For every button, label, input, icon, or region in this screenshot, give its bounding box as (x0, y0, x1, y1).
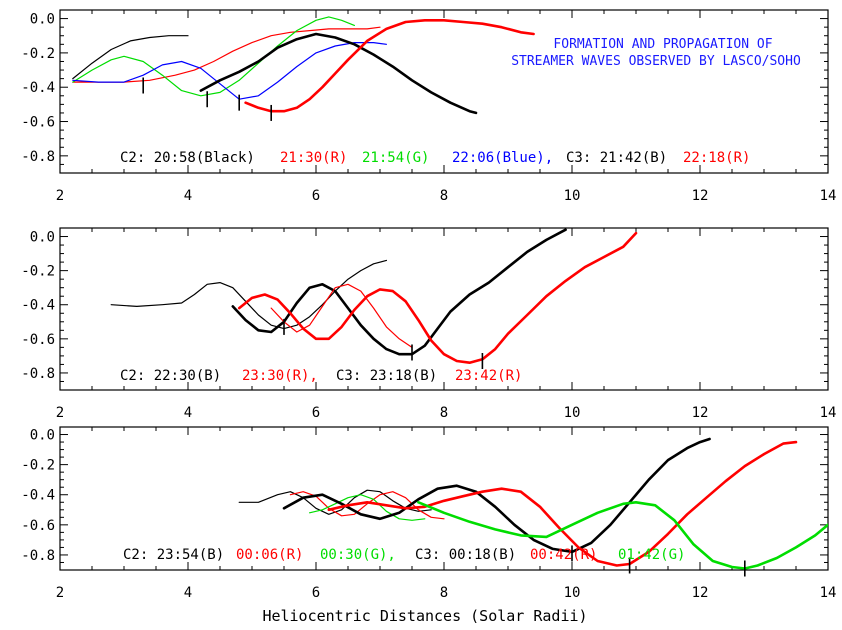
x-tick-label: 8 (440, 188, 448, 204)
x-tick-label: 4 (184, 188, 192, 204)
x-tick-label: 14 (820, 188, 837, 204)
legend-entry: 00:06(R) (236, 547, 303, 563)
x-tick-label: 6 (312, 405, 320, 421)
plot-frame (59, 227, 829, 391)
plot-frame (59, 9, 829, 174)
y-tick-label: -0.6 (21, 518, 55, 534)
legend-entry: C3: 00:18(B) (415, 547, 516, 563)
x-tick-label: 8 (440, 585, 448, 601)
legend-entry: C3: 21:42(B) (566, 150, 667, 166)
legend-entry: C3: 23:18(B) (336, 368, 437, 384)
x-tick-label: 4 (184, 405, 192, 421)
series-line (417, 500, 828, 570)
panel-top: 2 4 6 8 10 12 14 0.0 -0.2 -0.4 -0.6 -0.8 C2: 20:58(B… (21, 9, 837, 204)
y-tick-label: 0.0 (30, 12, 55, 28)
y-tick-label: -0.2 (21, 264, 55, 280)
legend-entry: 22:06(Blue), (452, 150, 553, 166)
x-tick-label: 2 (56, 188, 64, 204)
x-tick-label: 14 (820, 405, 837, 421)
x-tick-label: 12 (692, 585, 709, 601)
y-tick-label: -0.4 (21, 488, 55, 504)
series-line (282, 437, 711, 554)
series-line (309, 494, 426, 521)
legend-entry: C2: 22:30(B) (120, 368, 221, 384)
legend-entry: 00:42(R) (530, 547, 597, 563)
series-line (327, 440, 798, 567)
x-tick-label: 6 (312, 585, 320, 601)
legend-entry: 23:30(R), (242, 368, 318, 384)
x-tick-label: 10 (564, 188, 581, 204)
x-tick-label: 8 (440, 405, 448, 421)
legend-entry: 21:54(G) (362, 150, 429, 166)
y-tick-label: -0.8 (21, 366, 55, 382)
y-tick-label: -0.4 (21, 298, 55, 314)
y-tick-label: -0.2 (21, 46, 55, 62)
legend-entry: 23:42(R) (455, 368, 522, 384)
figure-title-line-1: FORMATION AND PROPAGATION OF (553, 37, 772, 52)
series-line (270, 283, 413, 348)
series-line (199, 32, 478, 115)
x-tick-label: 2 (56, 585, 64, 601)
legend-entry: 01:42(G) (618, 547, 685, 563)
y-tick-label: -0.8 (21, 548, 55, 564)
series-line (72, 35, 189, 80)
legend-entry: 21:30(R) (280, 150, 347, 166)
x-tick-label: 10 (564, 585, 581, 601)
series-line (244, 18, 535, 113)
y-tick-label: -0.6 (21, 332, 55, 348)
series-line (72, 26, 381, 83)
x-tick-label: 12 (692, 188, 709, 204)
y-tick-label: 0.0 (30, 428, 55, 444)
series-line (72, 16, 355, 97)
series-line (238, 489, 432, 515)
x-tick-label: 2 (56, 405, 64, 421)
panel-bottom: 2 4 6 8 10 12 14 0.0 -0.2 -0.4 -0.6 -0.8 C2: 23:54(B… (21, 426, 837, 601)
x-tick-label: 4 (184, 585, 192, 601)
y-tick-label: 0.0 (30, 230, 55, 246)
panel-middle: 2 4 6 8 10 12 14 0.0 -0.2 -0.4 -0.6 -0.8 C2: 22:30(B… (21, 227, 837, 421)
series-line (237, 231, 638, 365)
legend-entry: 22:18(R) (683, 150, 750, 166)
legend-entry: 00:30(G), (320, 547, 396, 563)
x-tick-label: 10 (564, 405, 581, 421)
y-tick-label: -0.2 (21, 458, 55, 474)
x-tick-label: 14 (820, 585, 837, 601)
x-axis-label: Heliocentric Distances (Solar Radii) (262, 607, 587, 625)
y-tick-label: -0.8 (21, 149, 55, 165)
y-tick-label: -0.6 (21, 115, 55, 131)
x-tick-label: 12 (692, 405, 709, 421)
series-line (110, 259, 387, 330)
figure-title-line-2: STREAMER WAVES OBSERVED BY LASCO/SOHO (511, 54, 801, 69)
x-tick-label: 6 (312, 188, 320, 204)
y-tick-label: -0.4 (21, 80, 55, 96)
series-line (231, 228, 567, 356)
legend-entry: C2: 20:58(Black) (120, 150, 255, 166)
legend-entry: C2: 23:54(B) (123, 547, 224, 563)
